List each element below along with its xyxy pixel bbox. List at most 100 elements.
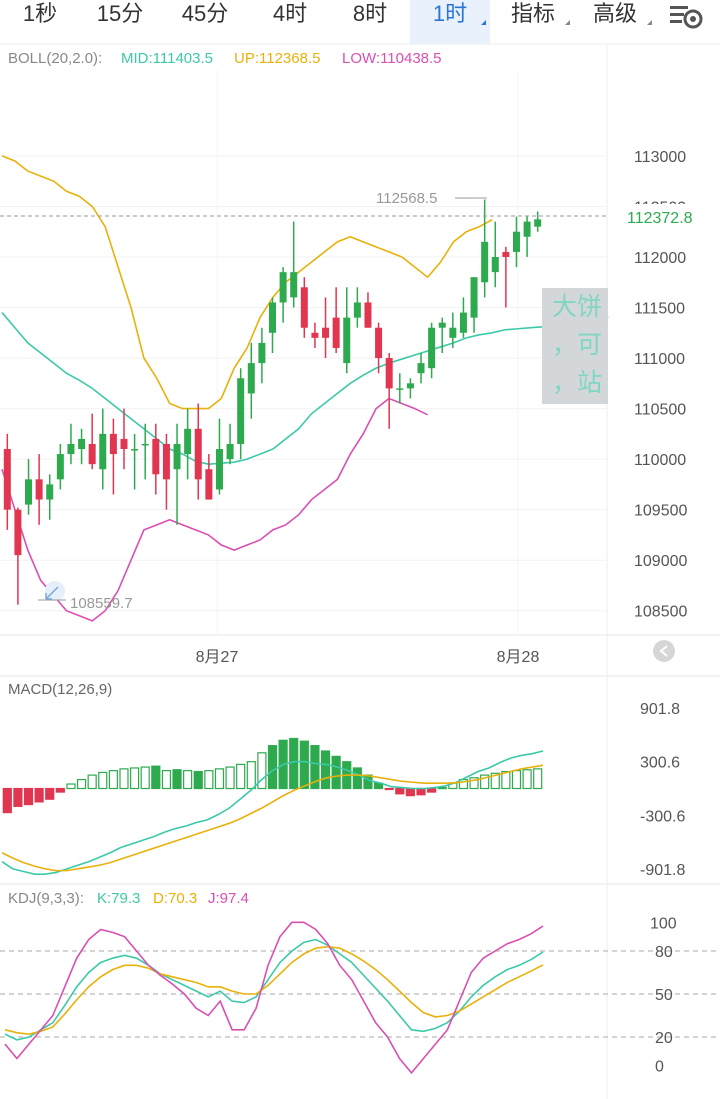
- boll-name: BOLL(20,2.0):: [8, 50, 102, 67]
- kdj-tick-label: 0: [655, 1059, 664, 1076]
- tab-0[interactable]: 1秒: [0, 0, 80, 44]
- tab-2[interactable]: 45分: [160, 0, 250, 44]
- macd-bar: [87, 774, 97, 790]
- kdj-lines: [4, 921, 544, 1075]
- macd-bar: [172, 769, 182, 790]
- macd-tick-label: -300.6: [640, 808, 685, 825]
- tab-label: 指标: [510, 1, 555, 26]
- price-tick-label: 112000: [634, 250, 686, 267]
- macd-bar: [204, 770, 214, 790]
- candle-body: [99, 433, 107, 470]
- candle-body: [406, 383, 414, 389]
- tab-1[interactable]: 15分: [80, 0, 160, 44]
- kdj-tick-label: 20: [655, 1030, 673, 1047]
- macd-bar: [236, 763, 246, 790]
- kdj-tick-label: 50: [655, 987, 673, 1004]
- overlay-line-3: ，站: [552, 368, 603, 397]
- tab-4[interactable]: 8时: [330, 0, 410, 44]
- high-price-label: 112568.5: [376, 190, 437, 207]
- tab-label: 高级: [592, 1, 637, 26]
- candle-body: [343, 317, 351, 364]
- candle-body: [449, 327, 457, 338]
- macd-bar: [193, 770, 203, 790]
- candle-body: [290, 272, 298, 298]
- candle-body: [141, 443, 149, 446]
- candle-body: [247, 363, 255, 394]
- macd-bar: [437, 787, 447, 790]
- candle-body: [279, 272, 287, 303]
- candle-body: [417, 363, 425, 374]
- settings-icon[interactable]: [668, 0, 704, 34]
- macd-bar: [183, 770, 193, 790]
- macd-bar: [363, 774, 373, 790]
- boll-up-value: UP:112368.5: [234, 50, 320, 67]
- boll-low-line: [1, 397, 429, 622]
- candle-body: [364, 302, 372, 328]
- candle-body: [237, 378, 245, 444]
- tab-label: 8时: [352, 1, 388, 26]
- macd-bar: [98, 771, 108, 790]
- macd-bar: [320, 750, 331, 790]
- macd-bar: [289, 737, 299, 790]
- candle-body: [184, 428, 192, 455]
- macd-tick-label: 300.6: [640, 755, 680, 772]
- candle-body: [78, 438, 86, 450]
- macd-bar: [490, 772, 500, 790]
- price-tick-label: 110500: [634, 402, 686, 419]
- macd-name: MACD(12,26,9): [8, 681, 112, 698]
- boll-mid-value: MID:111403.5: [121, 50, 213, 67]
- price-tick-label: 108500: [634, 604, 687, 621]
- x-axis-ticks: 8月27 8月28: [196, 649, 540, 666]
- candle-body: [25, 479, 33, 505]
- collapse-icon[interactable]: [653, 640, 675, 662]
- candle-body: [512, 231, 520, 252]
- macd-bar: [395, 787, 405, 795]
- tab-3[interactable]: 4时: [250, 0, 330, 44]
- caret-icon: [565, 20, 570, 25]
- candle-body: [46, 484, 54, 500]
- tab-5[interactable]: 1时: [410, 0, 490, 44]
- tab-7[interactable]: 高级: [574, 0, 656, 44]
- candle-body: [428, 327, 436, 369]
- candle-body: [88, 443, 96, 465]
- tab-label: 15分: [96, 1, 144, 26]
- candle-body: [385, 358, 393, 389]
- overlay-line-2: ，可: [552, 330, 603, 359]
- macd-bar: [405, 787, 416, 797]
- macd-bar: [480, 774, 490, 790]
- date-tick-label: 8月27: [196, 649, 239, 666]
- boll-up-line: [1, 155, 493, 410]
- macd-bar: [427, 787, 437, 793]
- macd-bar: [2, 787, 12, 814]
- kdj-d-value: D:70.3: [153, 890, 197, 907]
- timeframe-tab-bar: 1秒 15分 45分 4时 8时 1时 指标 高级: [0, 0, 720, 44]
- boll-band-lines: [1, 155, 609, 622]
- date-tick-label: 8月28: [497, 649, 540, 666]
- tab-label: 4时: [272, 1, 308, 26]
- low-price-marker-icon: [38, 581, 66, 601]
- caret-icon: [481, 20, 486, 25]
- candle-body: [481, 241, 489, 283]
- kdj-tick-label: 100: [650, 915, 677, 932]
- kdj-name: KDJ(9,3,3):: [8, 890, 84, 907]
- macd-bar: [267, 745, 278, 790]
- candle-body: [438, 322, 446, 328]
- candle-body: [56, 454, 64, 480]
- macd-bar: [257, 752, 267, 790]
- candle-body: [396, 388, 404, 390]
- macd-bar: [161, 770, 172, 790]
- tab-label: 1时: [432, 1, 468, 26]
- low-price-label: 108559.7: [70, 595, 133, 612]
- macd-bar: [533, 768, 543, 790]
- candle-body: [523, 221, 531, 237]
- caret-icon: [647, 20, 652, 25]
- price-tick-label: 111500: [634, 301, 685, 318]
- overlay-tooltip: 大饼 ，可 ，站: [542, 288, 608, 404]
- y-axis-ticks: 1130001125001120001115001110001105001100…: [634, 149, 687, 1076]
- candle-body: [35, 479, 43, 500]
- candle-body: [194, 428, 202, 480]
- macd-bar: [331, 755, 341, 790]
- tab-6[interactable]: 指标: [492, 0, 574, 44]
- candle-body: [258, 342, 266, 364]
